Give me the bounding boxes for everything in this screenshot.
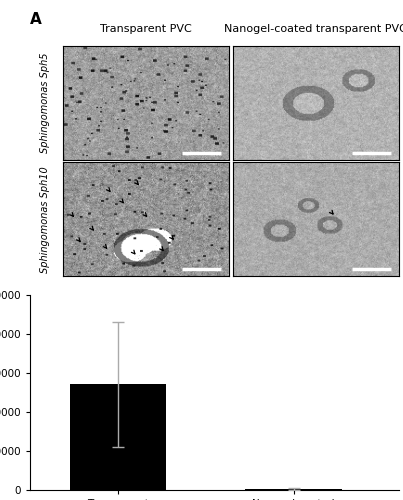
Bar	[245, 489, 342, 490]
Text: Sphingomonas Sph10: Sphingomonas Sph10	[39, 166, 50, 272]
Text: A: A	[30, 12, 42, 28]
Bar	[70, 384, 166, 490]
Text: Nanogel-coated transparent PVC: Nanogel-coated transparent PVC	[224, 24, 403, 34]
Text: Transparent PVC: Transparent PVC	[100, 24, 192, 34]
Text: Sphingomonas Sph5: Sphingomonas Sph5	[39, 53, 50, 154]
